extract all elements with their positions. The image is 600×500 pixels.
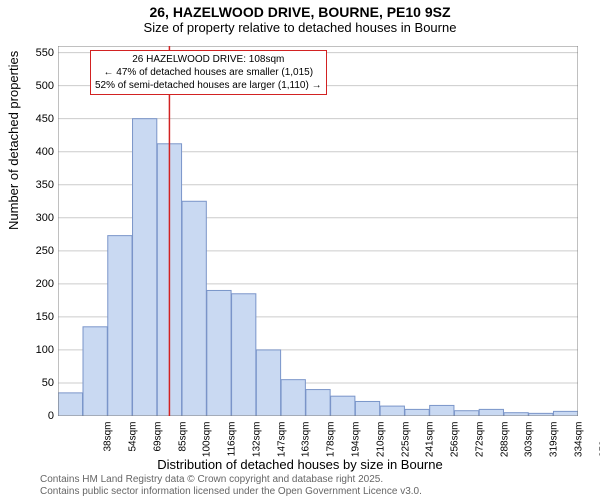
x-tick-label: 69sqm <box>152 422 163 462</box>
x-tick-label: 38sqm <box>103 422 114 462</box>
page-title: 26, HAZELWOOD DRIVE, BOURNE, PE10 9SZ <box>0 0 600 20</box>
y-tick-label: 400 <box>36 146 54 158</box>
x-tick-label: 319sqm <box>549 422 560 462</box>
y-tick-label: 500 <box>36 80 54 92</box>
y-tick-label: 350 <box>36 179 54 191</box>
y-axis-label: Number of detached properties <box>6 51 21 230</box>
annotation-smaller: ← 47% of detached houses are smaller (1,… <box>95 66 322 79</box>
chart-container: 26, HAZELWOOD DRIVE, BOURNE, PE10 9SZ Si… <box>0 0 600 500</box>
annotation-title: 26 HAZELWOOD DRIVE: 108sqm <box>95 53 322 66</box>
y-tick-label: 300 <box>36 212 54 224</box>
x-tick-label: 241sqm <box>425 422 436 462</box>
bar <box>133 119 157 416</box>
x-tick-label: 194sqm <box>351 422 362 462</box>
y-tick-label: 0 <box>48 410 54 422</box>
bar <box>83 327 107 416</box>
bar <box>182 201 206 416</box>
y-tick-label: 50 <box>42 377 54 389</box>
bar <box>232 294 256 416</box>
x-tick-label: 256sqm <box>450 422 461 462</box>
y-tick-label: 450 <box>36 113 54 125</box>
y-tick-label: 200 <box>36 278 54 290</box>
annotation-box: 26 HAZELWOOD DRIVE: 108sqm ← 47% of deta… <box>90 50 327 95</box>
y-tick-label: 550 <box>36 47 54 59</box>
y-tick-label: 100 <box>36 344 54 356</box>
x-tick-label: 85sqm <box>177 422 188 462</box>
x-tick-label: 54sqm <box>128 422 139 462</box>
bar <box>331 396 355 416</box>
x-tick-label: 225sqm <box>400 422 411 462</box>
x-tick-label: 132sqm <box>251 422 262 462</box>
bar <box>207 290 231 416</box>
footnote-line-2: Contains public sector information licen… <box>40 486 422 498</box>
bar <box>405 409 429 416</box>
x-axis-label: Distribution of detached houses by size … <box>0 457 600 472</box>
bar <box>108 236 132 416</box>
x-tick-label: 178sqm <box>326 422 337 462</box>
bar <box>281 380 305 416</box>
page-subtitle: Size of property relative to detached ho… <box>0 20 600 39</box>
x-tick-label: 147sqm <box>276 422 287 462</box>
y-tick-label: 150 <box>36 311 54 323</box>
footnote: Contains HM Land Registry data © Crown c… <box>40 474 422 498</box>
x-tick-label: 210sqm <box>375 422 386 462</box>
bar <box>306 390 330 416</box>
annotation-larger: 52% of semi-detached houses are larger (… <box>95 79 322 92</box>
y-tick-label: 250 <box>36 245 54 257</box>
x-tick-label: 303sqm <box>524 422 535 462</box>
bar <box>256 350 280 416</box>
chart-svg <box>58 46 578 416</box>
bar <box>479 409 503 416</box>
x-tick-label: 272sqm <box>474 422 485 462</box>
bar <box>430 405 454 416</box>
bar <box>454 411 478 416</box>
x-tick-label: 334sqm <box>573 422 584 462</box>
bar <box>355 401 379 416</box>
x-tick-label: 163sqm <box>301 422 312 462</box>
bar <box>380 406 404 416</box>
x-tick-label: 116sqm <box>227 422 238 462</box>
bar <box>58 393 82 416</box>
bar <box>553 411 577 416</box>
footnote-line-1: Contains HM Land Registry data © Crown c… <box>40 474 422 486</box>
x-tick-label: 288sqm <box>499 422 510 462</box>
x-tick-label: 100sqm <box>202 422 213 462</box>
